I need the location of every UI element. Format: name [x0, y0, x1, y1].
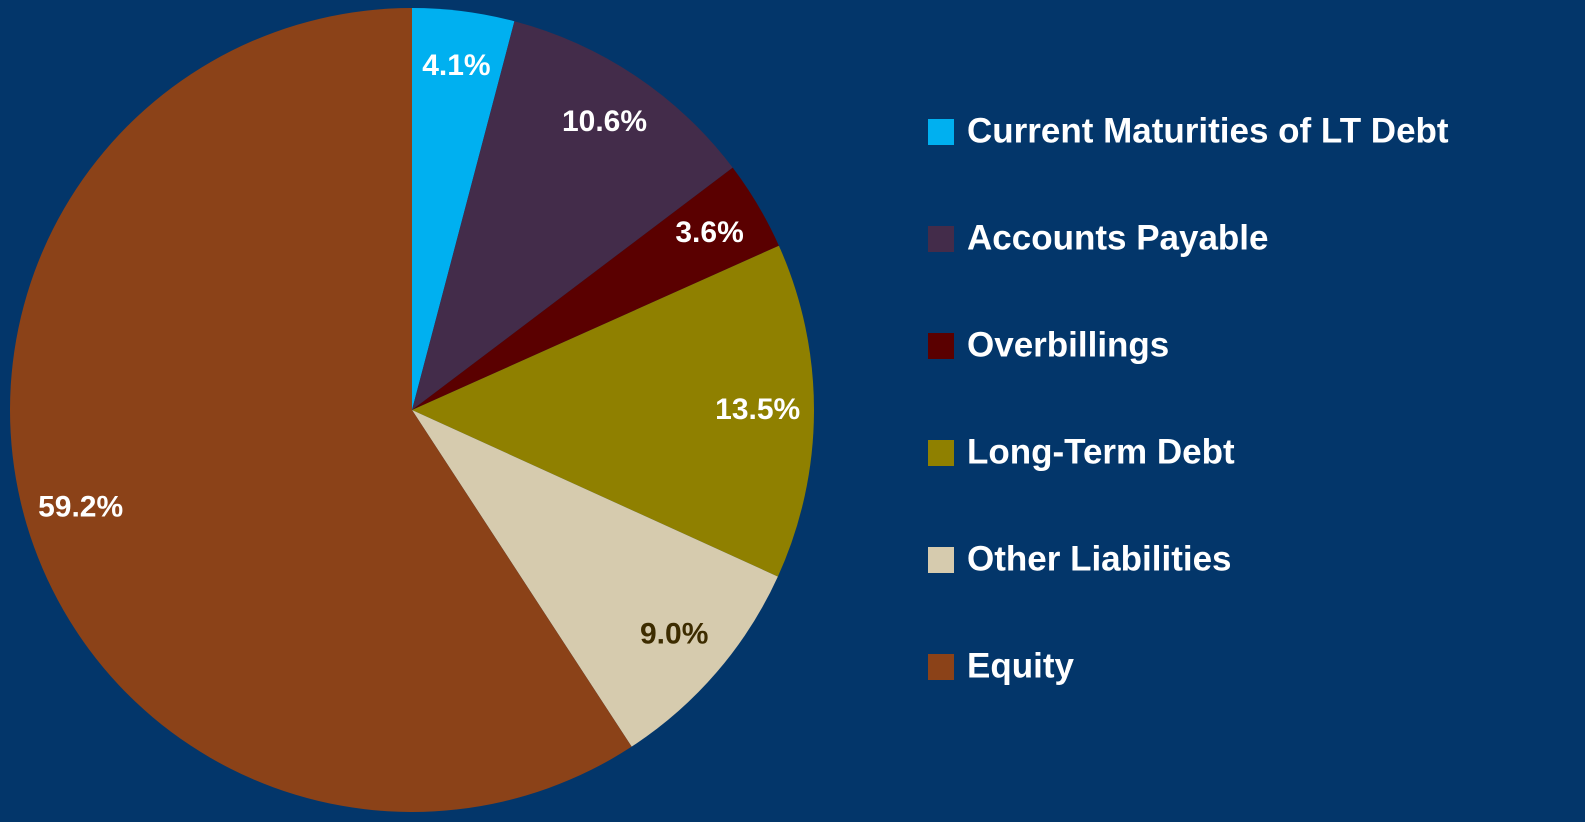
pie-slice — [412, 410, 778, 747]
pie-slice — [412, 8, 515, 410]
slice-label: 59.2% — [38, 490, 123, 523]
legend-label: Long-Term Debt — [967, 432, 1235, 471]
legend-swatch — [928, 333, 954, 359]
legend-label: Other Liabilities — [967, 539, 1232, 578]
slice-label: 9.0% — [640, 617, 708, 650]
pie-slice — [412, 167, 779, 410]
slice-label: 4.1% — [422, 49, 490, 82]
legend-swatch — [928, 119, 954, 145]
slice-label: 3.6% — [675, 216, 743, 249]
slice-label: 10.6% — [562, 105, 647, 138]
pie-slice — [412, 245, 815, 577]
legend-swatch — [928, 547, 954, 573]
legend-label: Overbillings — [967, 325, 1169, 364]
legend-swatch — [928, 654, 954, 680]
legend-label: Equity — [967, 646, 1074, 685]
legend-label: Current Maturities of LT Debt — [967, 111, 1449, 150]
slice-label: 13.5% — [715, 393, 800, 426]
pie-slice — [9, 8, 632, 812]
legend-label: Accounts Payable — [967, 218, 1269, 257]
pie-slice — [412, 21, 733, 410]
legend-swatch — [928, 226, 954, 252]
legend-swatch — [928, 440, 954, 466]
